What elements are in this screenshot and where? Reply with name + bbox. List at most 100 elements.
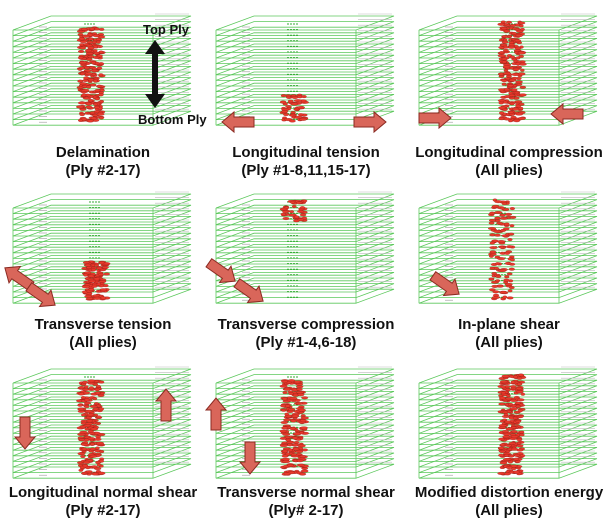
damage xyxy=(510,24,516,27)
damage xyxy=(499,424,507,427)
damage xyxy=(497,257,505,260)
damage xyxy=(508,46,515,49)
damage xyxy=(289,120,295,123)
damage xyxy=(519,434,524,437)
damage xyxy=(505,283,513,286)
damage xyxy=(509,268,515,271)
damage xyxy=(78,33,83,36)
damage xyxy=(99,261,104,264)
damage xyxy=(281,427,288,430)
damage xyxy=(511,116,517,119)
damage xyxy=(87,414,94,417)
damage xyxy=(503,72,511,75)
damage xyxy=(489,288,495,291)
damage xyxy=(83,79,89,82)
damage xyxy=(81,396,85,399)
damage xyxy=(502,41,508,44)
damage xyxy=(95,97,99,100)
damage xyxy=(494,200,502,203)
damage xyxy=(510,224,514,227)
damage xyxy=(281,94,286,97)
damage xyxy=(290,210,294,213)
damage xyxy=(498,54,506,57)
damage xyxy=(89,288,94,291)
damage xyxy=(502,35,507,38)
damage xyxy=(300,206,305,209)
damage xyxy=(511,435,518,438)
damage xyxy=(499,46,505,49)
damage xyxy=(86,106,92,109)
damage xyxy=(87,86,91,89)
ply-direction-arrow xyxy=(145,40,165,108)
damage xyxy=(94,278,100,281)
ply xyxy=(216,22,394,36)
ply xyxy=(216,72,394,86)
damage xyxy=(298,445,306,448)
load-arrow xyxy=(354,112,386,132)
damage xyxy=(508,290,512,293)
damage xyxy=(517,444,523,447)
damage xyxy=(298,409,305,412)
ply xyxy=(216,233,394,247)
damage xyxy=(79,61,87,64)
damage xyxy=(520,431,525,434)
damage xyxy=(504,275,509,278)
damage xyxy=(82,448,88,451)
damage xyxy=(282,380,288,383)
damage xyxy=(88,280,95,283)
damage xyxy=(517,438,523,441)
damage xyxy=(82,381,87,384)
damage xyxy=(505,213,512,216)
damage xyxy=(499,112,504,115)
damage xyxy=(100,288,107,291)
damage xyxy=(489,212,495,215)
load-arrow xyxy=(156,389,176,421)
damage xyxy=(515,47,521,50)
damage xyxy=(102,266,108,269)
damage xyxy=(506,21,512,24)
damage xyxy=(511,381,515,384)
damage xyxy=(88,38,93,41)
damage xyxy=(504,118,511,121)
ply xyxy=(216,228,394,242)
panel-subtitle: (Ply #2-17) xyxy=(65,502,140,519)
panel-subtitle: (All plies) xyxy=(475,502,543,519)
damage xyxy=(98,273,104,276)
ply xyxy=(216,78,394,92)
ply xyxy=(216,16,394,30)
ply xyxy=(13,239,191,253)
panel-subtitle: (All plies) xyxy=(475,162,543,179)
damage xyxy=(85,295,92,298)
damage xyxy=(99,28,104,31)
damage xyxy=(502,415,509,418)
ply xyxy=(216,27,394,41)
damage xyxy=(281,213,286,216)
damage xyxy=(503,30,510,33)
damage xyxy=(86,416,91,419)
damage xyxy=(90,111,95,114)
damage xyxy=(93,297,101,300)
damage xyxy=(294,99,302,102)
ply xyxy=(216,44,394,58)
damage xyxy=(88,78,94,81)
damage xyxy=(82,35,89,38)
ply xyxy=(216,244,394,258)
damage xyxy=(510,385,516,388)
damage xyxy=(504,473,511,476)
damage xyxy=(99,117,103,120)
damage xyxy=(95,447,99,450)
damage xyxy=(297,459,304,462)
damage xyxy=(506,428,514,431)
damage xyxy=(91,61,95,64)
damage xyxy=(298,113,303,116)
ply xyxy=(216,222,394,236)
damage xyxy=(91,69,98,72)
ply xyxy=(216,256,394,270)
ply xyxy=(13,228,191,242)
damage xyxy=(82,89,90,92)
damage xyxy=(492,205,499,208)
panel-title: Transverse tension xyxy=(35,316,172,333)
damage xyxy=(510,407,518,410)
damage xyxy=(514,376,518,379)
damage xyxy=(91,117,97,120)
